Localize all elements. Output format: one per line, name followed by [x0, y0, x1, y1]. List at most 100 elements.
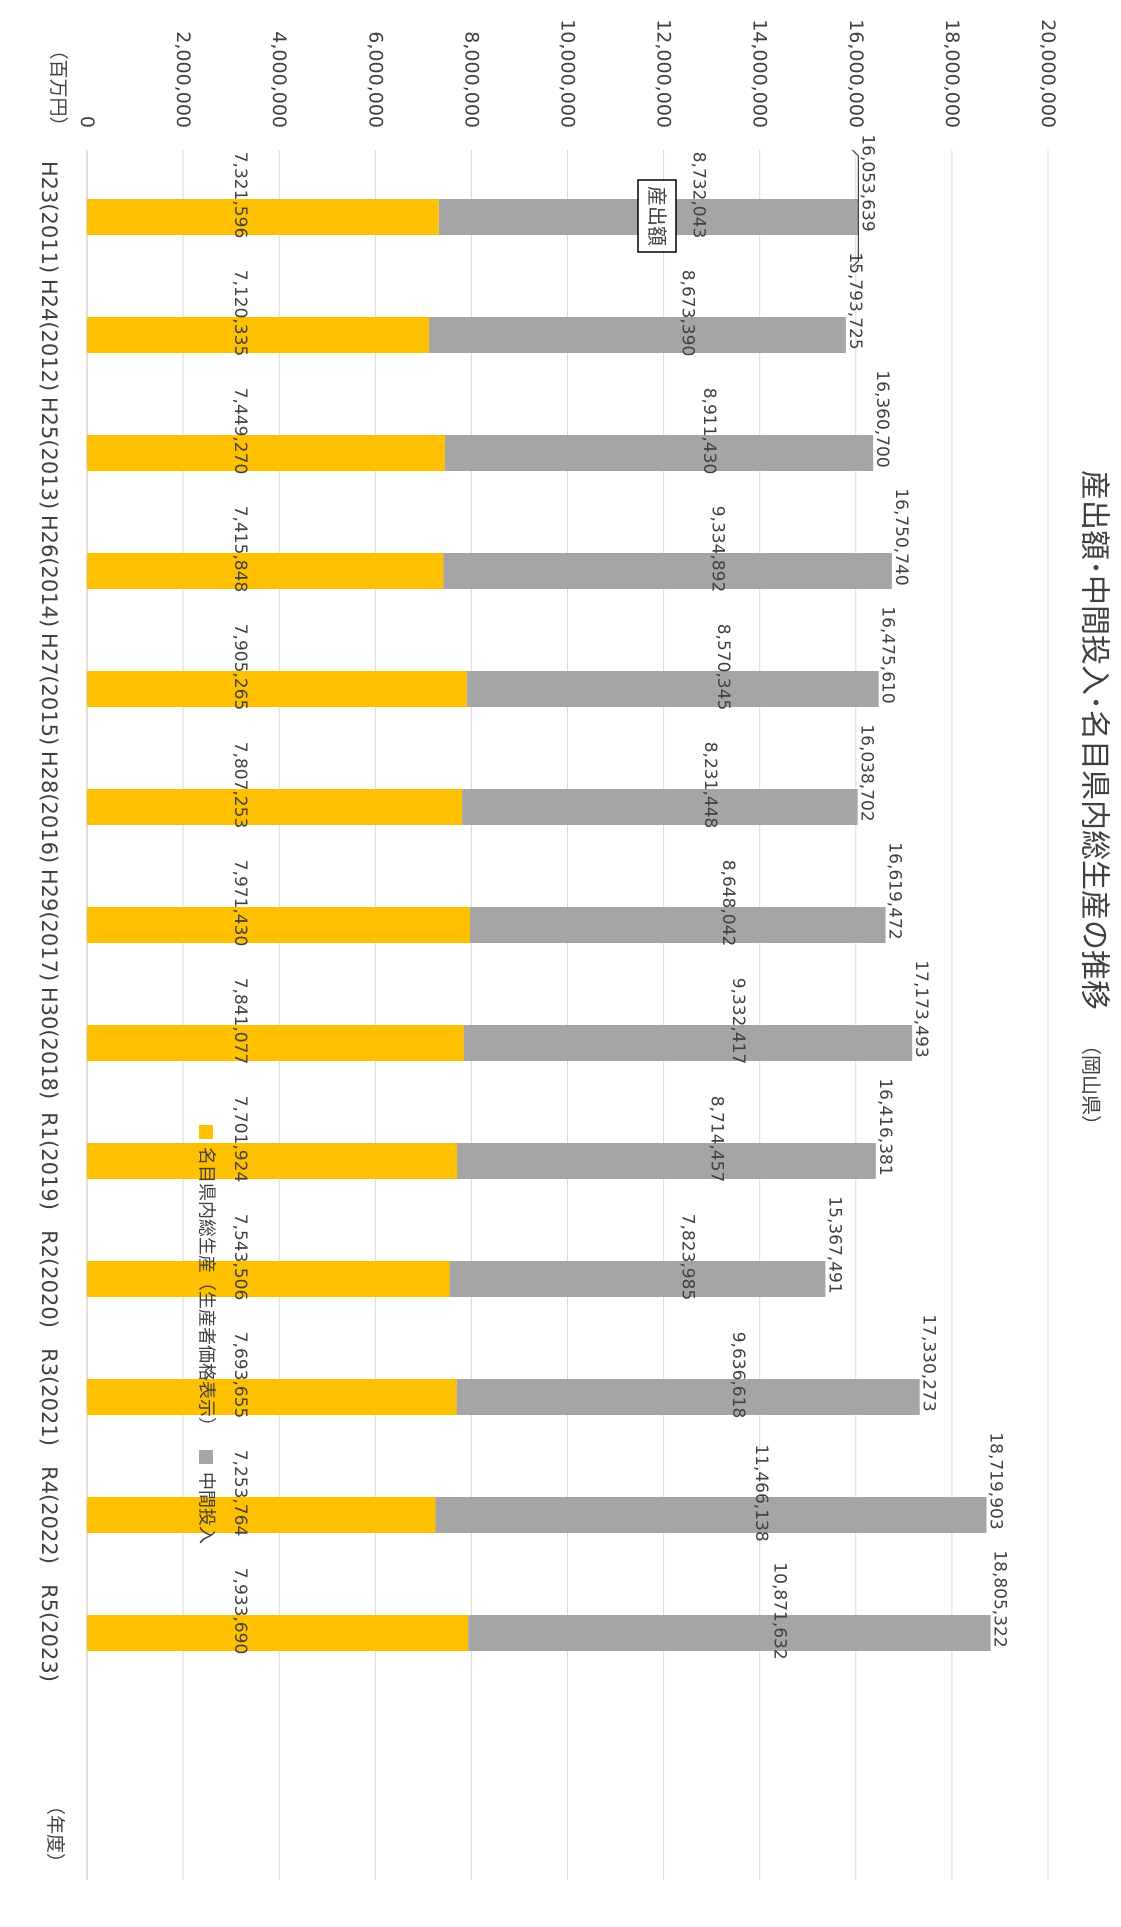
data-label-total: 16,038,702 [857, 724, 877, 821]
bar-intermediate [435, 1497, 987, 1533]
data-label-total: 18,805,322 [990, 1550, 1010, 1647]
x-tick-label: H28(2016) [37, 751, 61, 863]
data-label-gdp: 7,841,077 [230, 978, 250, 1065]
x-tick-label: H25(2013) [37, 397, 61, 509]
bar-intermediate [444, 435, 874, 471]
y-tick-label: 4,000,000 [268, 31, 290, 128]
y-axis-tick-labels: 0 2,000,000 4,000,000 6,000,000 8,000,000 10,… [76, 19, 1059, 128]
bar-intermediate [429, 317, 846, 353]
bar-intermediate [449, 1261, 826, 1297]
data-label-gdp: 7,701,924 [230, 1096, 250, 1183]
legend: 名目県内総生産（生産者価格表示） 中間投入 [196, 1125, 217, 1544]
bar-gdp [86, 1025, 464, 1061]
data-label-total: 16,750,740 [891, 488, 911, 585]
output-bracket [851, 149, 859, 268]
bar-gdp [87, 1615, 469, 1651]
bar-intermediate [463, 1025, 913, 1061]
x-tick-label: R4(2022) [37, 1466, 61, 1564]
data-label-gdp: 7,693,655 [230, 1332, 250, 1419]
data-label-total: 17,173,493 [911, 960, 931, 1057]
bar-gdp [87, 553, 444, 589]
data-label-intermediate: 9,636,618 [728, 1332, 748, 1419]
data-label-total: 17,330,273 [919, 1314, 939, 1411]
legend-swatch-intermediate [199, 1450, 213, 1464]
data-label-total: 15,793,725 [845, 252, 865, 349]
data-label-total: 16,416,381 [875, 1078, 895, 1175]
x-tick-label: H26(2014) [37, 515, 61, 627]
y-tick-label: 2,000,000 [172, 31, 194, 128]
legend-swatch-gdp [199, 1125, 213, 1139]
x-tick-label: H30(2018) [37, 987, 61, 1099]
x-tick-label: R3(2021) [37, 1348, 61, 1446]
x-axis-tick-labels: H23(2011) H24(2012) H25(2013) H26(2014) H27(… [37, 161, 61, 1682]
data-labels: 7,321,596 8,732,043 16,053,639 7,120,335 8,6… [230, 134, 1010, 1659]
data-label-gdp: 7,807,253 [230, 742, 250, 829]
x-tick-label: H27(2015) [37, 633, 61, 745]
y-axis-unit-label: （百万円） [47, 40, 69, 135]
data-label-gdp: 7,543,506 [230, 1214, 250, 1301]
data-label-intermediate: 8,231,448 [700, 742, 720, 829]
data-label-gdp: 7,933,690 [230, 1568, 250, 1655]
bar-gdp [87, 1143, 458, 1179]
x-tick-label: H23(2011) [37, 161, 61, 273]
bar-intermediate [466, 671, 879, 707]
chart-title: 産出額･中間投入･名目県内総生産の推移 [1077, 470, 1112, 1010]
output-annotation-label: 産出額 [645, 186, 669, 246]
legend-label-gdp: 名目県内総生産（生産者価格表示） [196, 1147, 217, 1435]
data-label-total: 16,360,700 [872, 370, 892, 467]
bars [86, 199, 991, 1651]
data-label-total: 16,475,610 [878, 606, 898, 703]
data-label-intermediate: 8,570,345 [713, 624, 733, 711]
y-tick-label: 10,000,000 [557, 19, 579, 128]
data-label-gdp: 7,415,848 [230, 506, 250, 593]
data-label-total: 16,053,639 [857, 134, 877, 231]
bar-gdp [87, 1379, 457, 1415]
legend-label-intermediate: 中間投入 [196, 1472, 217, 1544]
data-label-intermediate: 8,732,043 [689, 152, 709, 239]
data-label-intermediate: 8,648,042 [718, 860, 738, 947]
output-annotation: 産出額 [637, 149, 859, 268]
data-label-intermediate: 9,334,892 [708, 506, 728, 593]
bar-gdp [87, 1261, 450, 1297]
data-label-intermediate: 7,823,985 [677, 1214, 697, 1301]
y-tick-label: 18,000,000 [941, 19, 963, 128]
data-label-gdp: 7,321,596 [230, 152, 250, 239]
data-label-intermediate: 8,714,457 [706, 1096, 726, 1183]
bar-gdp [87, 435, 445, 471]
bar-intermediate [462, 789, 858, 825]
data-label-gdp: 7,905,265 [230, 624, 250, 711]
data-label-gdp: 7,449,270 [230, 388, 250, 475]
bar-gdp [86, 1497, 436, 1533]
x-tick-label: H29(2017) [37, 869, 61, 981]
x-axis-unit-label: （年度） [44, 1796, 66, 1872]
bar-gdp [86, 789, 463, 825]
bar-intermediate [457, 1143, 876, 1179]
chart-subtitle: （岡山県） [1079, 1035, 1103, 1135]
y-tick-label: 16,000,000 [845, 19, 867, 128]
data-label-intermediate: 8,673,390 [678, 270, 698, 357]
output-annotation-box [637, 179, 677, 253]
data-label-gdp: 7,971,430 [230, 860, 250, 947]
bar-intermediate [443, 553, 892, 589]
bar-gdp [87, 199, 439, 235]
x-tick-label: R1(2019) [37, 1112, 61, 1210]
bar-intermediate [470, 907, 886, 943]
data-label-gdp: 7,120,335 [230, 270, 250, 357]
data-label-intermediate: 8,911,430 [699, 388, 719, 475]
data-label-intermediate: 11,466,138 [751, 1444, 771, 1541]
bar-intermediate [456, 1379, 920, 1415]
data-label-total: 18,719,903 [985, 1432, 1005, 1529]
data-label-total: 15,367,491 [824, 1196, 844, 1293]
y-tick-label: 6,000,000 [364, 31, 386, 128]
data-label-gdp: 7,253,764 [230, 1450, 250, 1537]
data-label-intermediate: 9,332,417 [728, 978, 748, 1065]
bar-gdp [86, 671, 467, 707]
bar-intermediate [468, 1615, 991, 1651]
data-label-intermediate: 10,871,632 [769, 1562, 789, 1659]
x-tick-label: R5(2023) [37, 1584, 61, 1682]
y-tick-label: 12,000,000 [653, 19, 675, 128]
y-tick-label: 8,000,000 [460, 31, 482, 128]
y-tick-label: 14,000,000 [749, 19, 771, 128]
y-tick-label: 20,000,000 [1037, 19, 1059, 128]
